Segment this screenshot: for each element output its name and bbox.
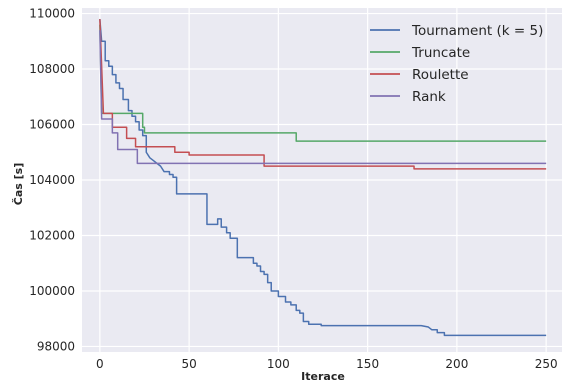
y-tick-label: 102000 bbox=[29, 228, 75, 242]
y-axis-title: Čas [s] bbox=[12, 163, 25, 205]
y-tick-label: 104000 bbox=[29, 173, 75, 187]
x-tick-label: 250 bbox=[535, 357, 558, 371]
x-tick-labels: 0 50 100 150 200 250 bbox=[96, 357, 558, 371]
legend-label-1: Truncate bbox=[411, 45, 470, 61]
series-line-0 bbox=[99, 19, 547, 337]
x-tick-label: 0 bbox=[96, 357, 104, 371]
series-line-1 bbox=[99, 24, 547, 142]
x-tick-label: 200 bbox=[445, 357, 468, 371]
x-tick-label: 50 bbox=[181, 357, 196, 371]
x-axis-title: Iterace bbox=[301, 370, 345, 383]
y-tick-label: 108000 bbox=[29, 62, 75, 76]
x-tick-label: 150 bbox=[356, 357, 379, 371]
y-gridlines bbox=[82, 12, 562, 348]
x-tick-label: 100 bbox=[267, 357, 290, 371]
legend-label-2: Roulette bbox=[412, 67, 469, 83]
legend-label-0: Tournament (k = 5) bbox=[411, 23, 543, 39]
y-tick-label: 110000 bbox=[29, 7, 75, 21]
series-line-3 bbox=[99, 30, 547, 165]
y-tick-labels: 98000 100000 102000 104000 106000 108000 11000… bbox=[29, 7, 75, 354]
legend-label-3: Rank bbox=[412, 89, 446, 105]
legend: Tournament (k = 5) Truncate Roulette Rank bbox=[370, 23, 543, 105]
y-tick-label: 106000 bbox=[29, 118, 75, 132]
series-lines bbox=[99, 19, 547, 337]
y-tick-label: 100000 bbox=[29, 284, 75, 298]
y-tick-label: 98000 bbox=[37, 339, 75, 353]
